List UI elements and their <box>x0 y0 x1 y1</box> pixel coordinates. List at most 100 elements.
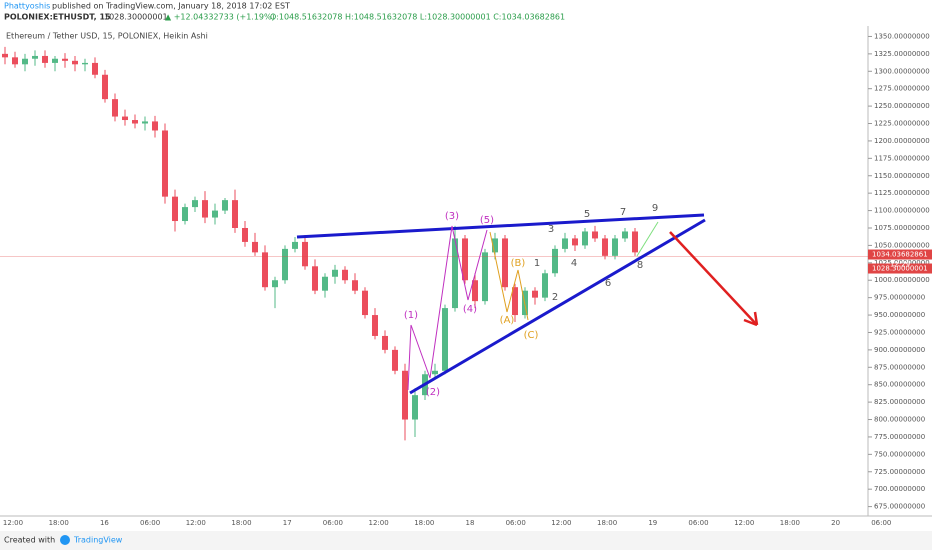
y-tick-label: 1000.00000000 <box>874 276 930 284</box>
x-tick-label: 12:00 <box>3 519 23 527</box>
y-tick-label: 1050.00000000 <box>874 241 930 249</box>
wave-path-abc <box>489 231 529 321</box>
y-tick-label: 900.00000000 <box>874 346 925 354</box>
x-tick-label: 18:00 <box>597 519 617 527</box>
candle-body <box>92 62 98 75</box>
x-tick-label: 16 <box>100 519 109 527</box>
wave-label: (2) <box>426 387 440 398</box>
candle-body <box>402 370 408 420</box>
candle-body <box>622 231 628 239</box>
footer-bar <box>0 531 932 550</box>
symbol: POLONIEX:ETHUSDT, 15 <box>4 13 111 22</box>
x-tick-label: 19 <box>648 519 657 527</box>
x-tick-label: 06:00 <box>871 519 891 527</box>
y-tick-label: 775.00000000 <box>874 433 925 441</box>
wave-label: (3) <box>445 211 459 222</box>
wave-label: 2 <box>552 292 558 303</box>
candle-body <box>132 120 138 124</box>
y-tick-label: 1125.00000000 <box>874 189 930 197</box>
countdown: 12:29 <box>890 261 910 269</box>
candle-body <box>142 121 148 124</box>
x-tick-label: 12:00 <box>186 519 206 527</box>
candle-body <box>442 308 448 371</box>
x-tick-label: 18:00 <box>414 519 434 527</box>
candle-body <box>152 121 158 131</box>
candle-body <box>342 269 348 281</box>
y-tick-label: 750.00000000 <box>874 450 925 458</box>
x-tick-label: 06:00 <box>506 519 526 527</box>
candle-body <box>372 315 378 336</box>
x-tick-label: 12:00 <box>551 519 571 527</box>
candle-body <box>492 238 498 253</box>
wave-label: (1) <box>404 310 418 321</box>
candle-body <box>572 238 578 246</box>
wave-label: 8 <box>637 260 643 271</box>
ohlc: O:1048.51632078 H:1048.51632078 L:1028.3… <box>270 13 565 22</box>
candle-body <box>112 99 118 117</box>
y-tick-label: 1300.00000000 <box>874 67 930 75</box>
wave-path <box>407 225 488 391</box>
candle-body <box>172 196 178 222</box>
candle-body <box>82 62 88 65</box>
y-tick-label: 1175.00000000 <box>874 154 930 162</box>
candle-body <box>52 58 58 63</box>
x-tick-label: 12:00 <box>734 519 754 527</box>
candle-body <box>262 252 268 288</box>
publisher[interactable]: Phattyoshis <box>4 2 50 11</box>
candle-body <box>62 58 68 61</box>
price-label: 1034.03682861 <box>872 251 928 259</box>
wave-label: 4 <box>571 258 577 269</box>
y-tick-label: 850.00000000 <box>874 381 925 389</box>
trendline-upper <box>296 213 705 239</box>
chart-title: Ethereum / Tether USD, 15, POLONIEX, Hei… <box>6 32 208 41</box>
candle-body <box>612 238 618 256</box>
candle-body <box>502 238 508 288</box>
candle-body <box>582 231 588 246</box>
y-tick-label: 1350.00000000 <box>874 32 930 40</box>
y-tick-label: 1100.00000000 <box>874 207 930 215</box>
y-tick-label: 1075.00000000 <box>874 224 930 232</box>
candle-body <box>232 200 238 228</box>
last-price: 1028.30000001 <box>104 13 168 22</box>
wave-label: (B) <box>511 258 526 269</box>
candle-body <box>532 290 538 298</box>
candle-body <box>122 116 128 121</box>
candle-body <box>12 57 18 65</box>
footer-created: Created with <box>4 536 55 545</box>
candle-body <box>242 227 248 242</box>
candle-body <box>222 200 228 211</box>
y-tick-label: 1150.00000000 <box>874 172 930 180</box>
arrow-red <box>669 231 758 326</box>
candle-body <box>352 280 358 291</box>
y-tick-label: 1325.00000000 <box>874 50 930 58</box>
candle-body <box>302 241 308 267</box>
candle-body <box>32 55 38 59</box>
candle-body <box>462 238 468 281</box>
candle-body <box>482 252 488 302</box>
candle-body <box>452 238 458 309</box>
y-tick-label: 675.00000000 <box>874 503 925 511</box>
projection <box>636 221 659 257</box>
x-tick-label: 06:00 <box>323 519 343 527</box>
change: ▲ +12.04332733 (+1.19%) <box>165 13 275 22</box>
candle-body <box>542 273 548 298</box>
candle-body <box>562 238 568 249</box>
x-tick-label: 17 <box>283 519 292 527</box>
candle-body <box>382 335 388 350</box>
y-tick-label: 800.00000000 <box>874 416 925 424</box>
y-tick-label: 875.00000000 <box>874 363 925 371</box>
arrow-head <box>743 311 759 327</box>
y-tick-label: 1275.00000000 <box>874 85 930 93</box>
y-tick-label: 725.00000000 <box>874 468 925 476</box>
candle-body <box>102 74 108 100</box>
x-tick-label: 06:00 <box>140 519 160 527</box>
candle-body <box>192 200 198 208</box>
candle-body <box>202 200 208 218</box>
trendline-lower <box>409 218 706 395</box>
wave-label: 3 <box>548 224 554 235</box>
candle-body <box>312 266 318 291</box>
footer-brand[interactable]: TradingView <box>73 536 123 545</box>
candle-body <box>592 231 598 239</box>
